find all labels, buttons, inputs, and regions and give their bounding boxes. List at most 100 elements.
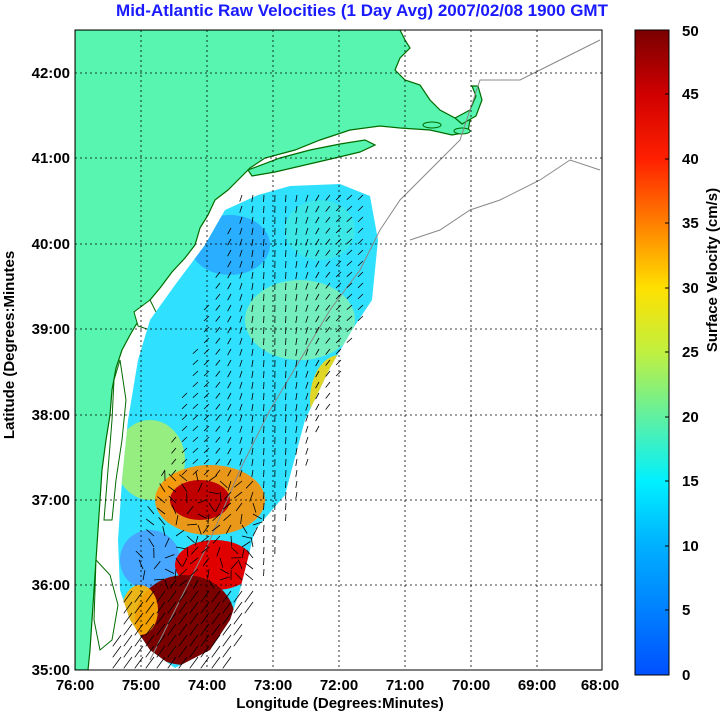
velocity-arrow <box>171 447 177 454</box>
velocity-arrow <box>203 381 210 388</box>
velocity-arrow <box>246 549 254 559</box>
velocity-arrow <box>346 293 353 300</box>
velocity-arrow <box>295 194 298 202</box>
velocity-arrow <box>222 623 232 636</box>
velocity-arrow <box>251 205 254 213</box>
y-tick: 42:00 <box>32 65 70 82</box>
velocity-arrow <box>227 348 232 356</box>
velocity-arrow <box>251 216 254 224</box>
velocity-arrow <box>145 634 155 647</box>
velocity-arrow <box>227 227 232 235</box>
x-tick: 68:00 <box>581 677 619 694</box>
velocity-arrow <box>142 570 146 581</box>
velocity-arrow <box>325 249 331 256</box>
y-tick: 40:00 <box>32 236 70 253</box>
velocity-arrow <box>305 304 309 312</box>
velocity-arrow <box>223 491 232 500</box>
velocity-arrow <box>227 238 232 246</box>
velocity-arrow <box>189 656 199 669</box>
velocity-arrow <box>325 227 331 234</box>
velocity-arrow <box>233 480 243 488</box>
velocity-arrow <box>251 282 254 290</box>
velocity-arrow <box>244 590 254 603</box>
velocity-arrow <box>227 271 232 279</box>
velocity-arrow <box>186 546 189 557</box>
velocity-arrow <box>134 590 144 603</box>
velocity-arrow <box>167 656 177 669</box>
x-tick: 75:00 <box>122 677 160 694</box>
velocity-arrow <box>211 623 221 636</box>
velocity-arrow <box>215 304 221 311</box>
velocity-arrow <box>123 601 133 614</box>
velocity-arrow <box>215 414 221 421</box>
map-title: Mid-Atlantic Raw Velocities (1 Day Avg) … <box>116 1 609 20</box>
velocity-arrow <box>227 414 232 422</box>
velocity-arrow <box>315 205 320 213</box>
colorbar-label: Surface Velocity (cm/s) <box>704 188 721 352</box>
velocity-arrow <box>211 656 221 669</box>
velocity-arrow <box>189 601 199 614</box>
velocity-arrow <box>211 601 221 614</box>
velocity-arrow <box>335 293 342 300</box>
velocity-arrow <box>156 634 166 647</box>
velocity-arrow <box>145 612 155 625</box>
velocity-arrow <box>215 348 221 355</box>
velocity-arrow <box>160 469 166 477</box>
velocity-arrow <box>189 557 199 565</box>
velocity-arrow <box>305 227 309 235</box>
velocity-arrow <box>335 359 342 366</box>
velocity-arrow <box>315 293 320 301</box>
chesapeake-bay <box>103 359 127 521</box>
velocity-arrow <box>357 293 364 300</box>
velocity-arrow <box>335 315 342 322</box>
velocity-arrow <box>305 447 309 455</box>
velocity-arrow <box>179 568 188 577</box>
velocity-arrow <box>315 425 320 433</box>
velocity-arrow <box>208 491 219 495</box>
velocity-arrow <box>315 370 320 378</box>
velocity-arrow <box>215 425 221 432</box>
pamlico-sound <box>93 558 119 651</box>
velocity-arrow <box>252 502 257 513</box>
velocity-arrow <box>239 216 243 224</box>
velocity-arrow <box>251 271 254 279</box>
velocity-arrow <box>215 447 221 454</box>
velocity-arrow <box>203 337 210 344</box>
velocity-arrow <box>192 579 199 589</box>
velocity-arrow <box>346 271 353 278</box>
velocity-arrow <box>181 469 188 476</box>
velocity-arrow <box>305 282 309 290</box>
velocity-arrow <box>200 535 210 543</box>
velocity-arrow <box>245 480 254 489</box>
velocity-arrow <box>295 238 298 246</box>
velocity-arrow <box>346 337 353 344</box>
velocity-arrow <box>208 579 215 589</box>
velocity-arrow <box>305 414 309 422</box>
velocity-arrow <box>181 414 188 421</box>
velocity-arrow <box>295 480 298 488</box>
velocity-arrow <box>153 578 164 581</box>
velocity-arrow <box>174 568 177 579</box>
velocity-arrow <box>325 260 331 267</box>
velocity-arrow <box>315 337 320 345</box>
velocity-arrow <box>357 227 364 234</box>
velocity-arrow <box>251 403 254 411</box>
velocity-arrow <box>215 359 221 366</box>
velocity-arrow <box>241 535 252 539</box>
velocity-arrow <box>215 469 221 476</box>
velocity-arrow <box>164 554 175 559</box>
velocity-arrow <box>192 392 199 399</box>
velocity-arrow <box>346 249 353 256</box>
velocity-arrow <box>215 271 221 278</box>
velocity-arrow <box>178 623 188 636</box>
velocity-arrow <box>211 634 221 647</box>
velocity-arrow <box>251 293 254 301</box>
colorbar <box>634 29 670 676</box>
y-tick-labels: 35:00 36:00 37:00 38:00 39:00 40:00 41:0… <box>32 65 70 679</box>
velocity-arrow <box>222 502 232 510</box>
velocity-arrow <box>168 495 177 504</box>
velocity-arrow <box>156 601 166 614</box>
velocity-arrow <box>239 381 243 389</box>
velocity-arrow <box>203 425 210 432</box>
velocity-arrow <box>219 576 230 581</box>
